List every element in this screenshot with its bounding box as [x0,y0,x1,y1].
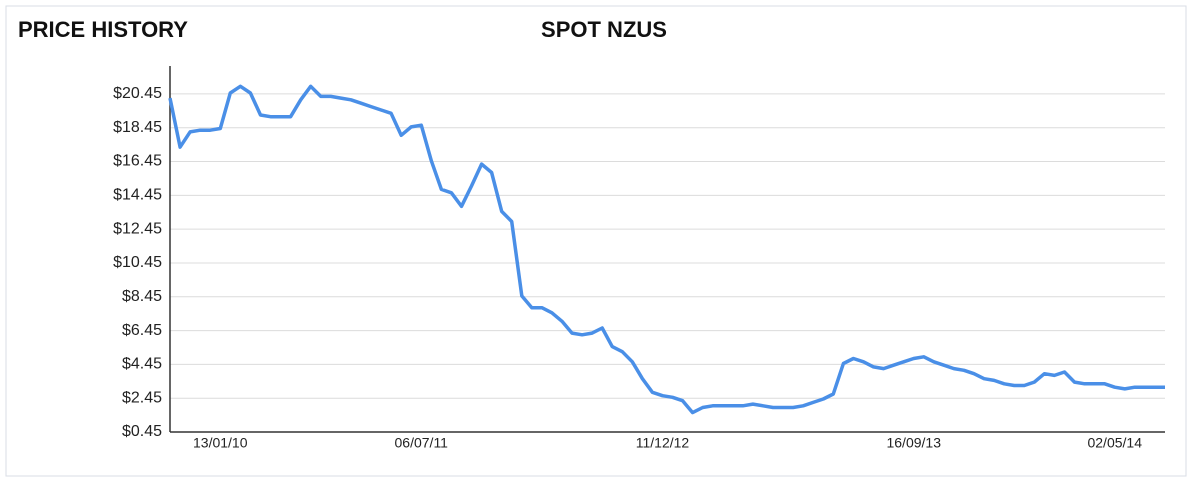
y-tick-label: $14.45 [113,187,162,204]
x-tick-label: 06/07/11 [395,435,449,451]
price-line [168,84,1165,415]
x-tick-label: 13/01/10 [193,435,248,451]
y-tick-label: $10.45 [113,254,162,271]
y-tick-label: $2.45 [122,389,162,406]
y-tick-label: $6.45 [122,322,162,339]
y-tick-label: $0.45 [122,423,162,440]
y-tick-label: $20.45 [113,85,162,102]
y-tick-label: $16.45 [113,153,162,170]
card [5,5,1187,477]
x-tick-label: 16/09/13 [886,435,941,451]
y-tick-label: $4.45 [122,356,162,373]
x-tick-label: 11/12/12 [636,435,690,451]
y-tick-label: $12.45 [113,220,162,237]
y-tick-label: $18.45 [113,119,162,136]
chart-subtitle: SPOT NZUS [541,17,667,42]
y-tick-label: $8.45 [122,288,162,305]
x-tick-label: 02/05/14 [1087,435,1142,451]
chart-title: PRICE HISTORY [18,17,188,42]
